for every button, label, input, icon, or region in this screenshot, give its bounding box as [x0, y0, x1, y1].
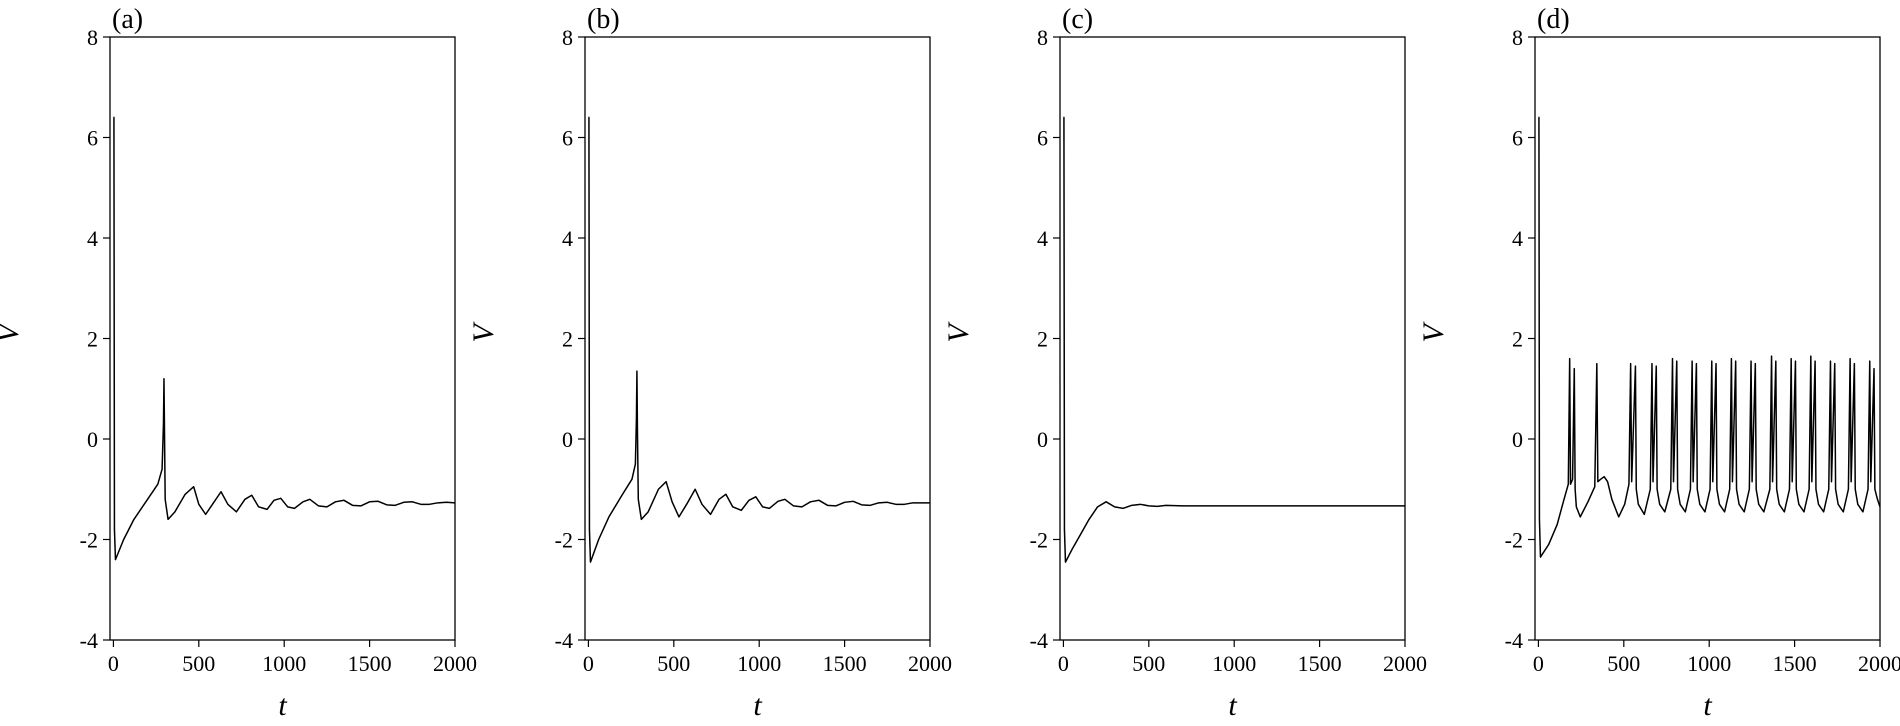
y-tick-label: 8	[1512, 25, 1523, 50]
x-tick-label: 1000	[1212, 651, 1256, 676]
x-tick-label: 500	[657, 651, 690, 676]
x-tick-label: 0	[583, 651, 594, 676]
x-tick-label: 500	[1132, 651, 1165, 676]
y-axis-label: V	[1417, 321, 1450, 343]
y-tick-label: 8	[1037, 25, 1048, 50]
x-tick-label: 1500	[1773, 651, 1817, 676]
chart-panel-4: -4 -2 0 2 4 6 8 0 500 1000 1500 2000 t V (d)	[1417, 4, 1900, 722]
x-tick-label: 1500	[1298, 651, 1342, 676]
y-tick-label: 0	[1512, 427, 1523, 452]
y-axis-label: V	[467, 321, 500, 343]
y-tick-label: -4	[80, 628, 98, 653]
y-tick-label: 4	[1512, 226, 1523, 251]
x-tick-label: 500	[1607, 651, 1640, 676]
series-line	[1063, 116, 1405, 563]
y-tick-label: 6	[1512, 126, 1523, 151]
x-tick-label: 2000	[433, 651, 477, 676]
chart-panel-1: -4 -2 0 2 4 6 8 0 500 1000 1500 2000 t V (a)	[0, 4, 477, 722]
panel-label: (a)	[112, 4, 143, 35]
y-tick-label: -2	[1030, 528, 1048, 553]
y-tick-label: -2	[555, 528, 573, 553]
y-tick-label: 0	[1037, 427, 1048, 452]
panel-label: (d)	[1537, 4, 1570, 35]
x-axis-label: t	[1703, 689, 1712, 722]
x-tick-label: 1500	[823, 651, 867, 676]
plot-frame	[1534, 36, 1881, 641]
y-tick-label: 2	[562, 327, 573, 352]
x-tick-label: 0	[108, 651, 119, 676]
y-tick-label: 2	[1512, 327, 1523, 352]
y-tick-label: 6	[562, 126, 573, 151]
chart-panel-3: -4 -2 0 2 4 6 8 0 500 1000 1500 2000 t V (c)	[942, 4, 1427, 722]
y-tick-label: 4	[1037, 226, 1048, 251]
y-tick-label: -2	[1505, 528, 1523, 553]
y-tick-label: -4	[1030, 628, 1048, 653]
y-tick-label: 8	[87, 25, 98, 50]
chart-panel-2: -4 -2 0 2 4 6 8 0 500 1000 1500 2000 t V (b)	[467, 4, 952, 722]
y-axis-label: V	[0, 321, 25, 343]
x-tick-label: 2000	[1383, 651, 1427, 676]
y-tick-label: -4	[1505, 628, 1523, 653]
x-tick-label: 1000	[262, 651, 306, 676]
y-tick-label: 8	[562, 25, 573, 50]
series-line	[1538, 116, 1881, 558]
series-line	[113, 116, 456, 561]
y-tick-label: -4	[555, 628, 573, 653]
y-tick-label: 0	[87, 427, 98, 452]
x-axis-label: t	[1228, 689, 1237, 722]
y-tick-label: 6	[87, 126, 98, 151]
y-tick-label: -2	[80, 528, 98, 553]
series-line	[588, 116, 930, 563]
y-tick-label: 4	[562, 226, 573, 251]
y-tick-label: 2	[87, 327, 98, 352]
x-tick-label: 500	[182, 651, 215, 676]
x-tick-label: 1000	[737, 651, 781, 676]
x-axis-label: t	[278, 689, 287, 722]
x-tick-label: 2000	[1858, 651, 1900, 676]
x-tick-label: 0	[1533, 651, 1544, 676]
x-tick-label: 2000	[908, 651, 952, 676]
panel-label: (c)	[1062, 4, 1093, 35]
plot-frame	[584, 36, 931, 641]
x-axis-label: t	[753, 689, 762, 722]
y-tick-label: 4	[87, 226, 98, 251]
y-tick-label: 2	[1037, 327, 1048, 352]
y-tick-label: 0	[562, 427, 573, 452]
plot-frame	[1059, 36, 1406, 641]
x-tick-label: 0	[1058, 651, 1069, 676]
x-tick-label: 1500	[348, 651, 392, 676]
x-tick-label: 1000	[1687, 651, 1731, 676]
plot-frame	[109, 36, 456, 641]
panel-label: (b)	[587, 4, 620, 35]
y-axis-label: V	[942, 321, 975, 343]
y-tick-label: 6	[1037, 126, 1048, 151]
